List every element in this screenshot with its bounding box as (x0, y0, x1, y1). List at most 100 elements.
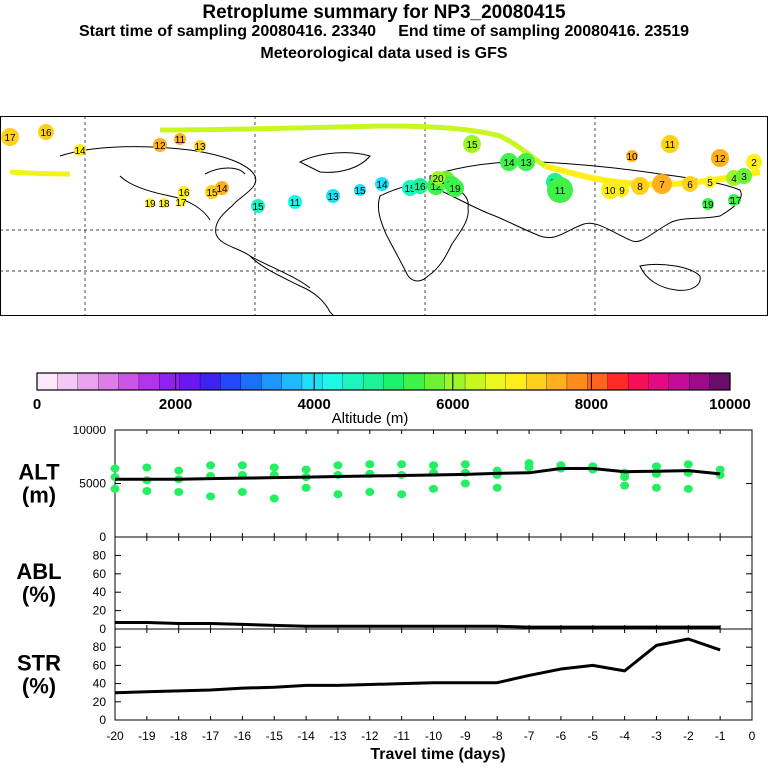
altitude-point (333, 461, 343, 470)
colorbar-cells (36, 372, 731, 391)
y-tick-label: 5000 (79, 477, 106, 491)
plume-day-label: 17 (175, 198, 187, 209)
plume-day-label: 8 (637, 182, 643, 193)
colorbar-cell (444, 372, 466, 391)
plume-marker (682, 176, 698, 192)
colorbar-cell (220, 372, 242, 391)
plume-marker (153, 138, 167, 152)
colorbar-tick-label: 0 (33, 396, 41, 413)
plume-marker (251, 199, 265, 213)
plume-marker (145, 198, 155, 208)
plume-day-label: 6 (687, 180, 693, 191)
plume-marker (354, 184, 366, 196)
colorbar-cell (668, 372, 690, 391)
colorbar-cell (179, 372, 201, 391)
plume-day-label: 19 (449, 184, 461, 195)
altitude-point (333, 490, 343, 499)
colorbar-tick-label: 4000 (298, 396, 331, 413)
altitude-point (651, 483, 661, 492)
colorbar-tick-label: 6000 (436, 396, 469, 413)
altitude-point (142, 486, 152, 495)
plume-marker (194, 140, 206, 152)
altitude-point (110, 484, 120, 493)
panel-label: ALT (18, 460, 60, 485)
plume-marker (431, 171, 445, 185)
plume-marker (1, 128, 19, 146)
plume-marker (711, 149, 729, 167)
panel-frame (114, 628, 753, 721)
altitude-point (460, 460, 470, 469)
colorbar-cell (36, 372, 58, 391)
x-tick-label: -14 (297, 729, 315, 743)
colorbar-cell (464, 372, 486, 391)
colorbar-cell (607, 372, 629, 391)
plume-day-label: 14 (376, 180, 388, 191)
plume-day-label: 10 (604, 186, 616, 197)
panel-label: ABL (16, 559, 61, 584)
plume-marker (412, 178, 428, 194)
panel-frame (114, 536, 753, 630)
met-data-subtitle: Meteorological data used is GFS (260, 45, 508, 62)
panel-label: (%) (22, 582, 56, 607)
x-tick-label: -11 (393, 729, 410, 743)
plume-marker (375, 177, 389, 191)
altitude-point (620, 481, 630, 490)
x-tick-label: -3 (651, 729, 662, 743)
x-tick-label: -9 (460, 729, 471, 743)
panel-frame (114, 429, 753, 538)
x-tick-label: -5 (587, 729, 598, 743)
series-line-alt (115, 467, 721, 481)
altitude-colorbar: 0 2000 4000 6000 8000 10000 Altitude (m) (33, 372, 751, 426)
plume-day-label: 9 (619, 186, 625, 197)
colorbar-cell (342, 372, 364, 391)
colorbar-cell (566, 372, 588, 391)
panel-abl: 0 20 40 60 80 ABL(%) (16, 536, 753, 636)
x-tick-label: -10 (425, 729, 443, 743)
colorbar-cell (261, 372, 283, 391)
series-line-abl (115, 621, 721, 629)
plume-day-label: 19 (144, 199, 156, 210)
colorbar-tick-label: 8000 (575, 396, 608, 413)
altitude-point (460, 479, 470, 488)
altitude-point (142, 463, 152, 472)
colorbar-cell (403, 372, 425, 391)
colorbar-tick-label: 10000 (709, 396, 751, 413)
colorbar-label: Altitude (m) (332, 410, 409, 426)
plume-day-label: 20 (432, 174, 444, 185)
x-tick-label: -13 (329, 729, 347, 743)
y-tick-label: 60 (93, 658, 107, 672)
series-line-str (114, 637, 721, 695)
plume-day-label: 11 (175, 135, 186, 146)
colorbar-cell (77, 372, 99, 391)
x-tick-label: -19 (138, 729, 156, 743)
x-tick-label: -15 (266, 729, 284, 743)
plume-day-label: 18 (158, 199, 170, 210)
altitude-point (206, 492, 216, 501)
colorbar-cell (159, 372, 181, 391)
x-tick-label: -6 (556, 729, 567, 743)
plume-marker (174, 133, 186, 145)
colorbar-cell (362, 372, 385, 391)
plume-marker (38, 124, 54, 140)
colorbar-cell (240, 372, 262, 391)
plume-day-label: 11 (290, 198, 301, 209)
plume-day-label: 19 (702, 200, 714, 211)
colorbar-cell (118, 372, 140, 391)
colorbar-cell (281, 372, 303, 391)
plume-marker (601, 181, 619, 199)
plume-day-label: 17 (4, 133, 16, 144)
x-tick-label: -16 (234, 729, 252, 743)
colorbar-cell (546, 372, 568, 391)
plume-marker (626, 150, 638, 162)
plume-day-label: 2 (751, 158, 757, 169)
plume-day-label: 13 (520, 158, 532, 169)
colorbar-cell (627, 372, 650, 391)
plume-marker (704, 176, 716, 188)
y-tick-label: 0 (99, 713, 106, 727)
colorbar-cell (301, 372, 323, 391)
plume-day-label: 16 (40, 128, 52, 139)
x-tick-label: -17 (202, 729, 220, 743)
panel-label: (m) (22, 483, 56, 508)
plume-day-label: 15 (466, 140, 478, 151)
